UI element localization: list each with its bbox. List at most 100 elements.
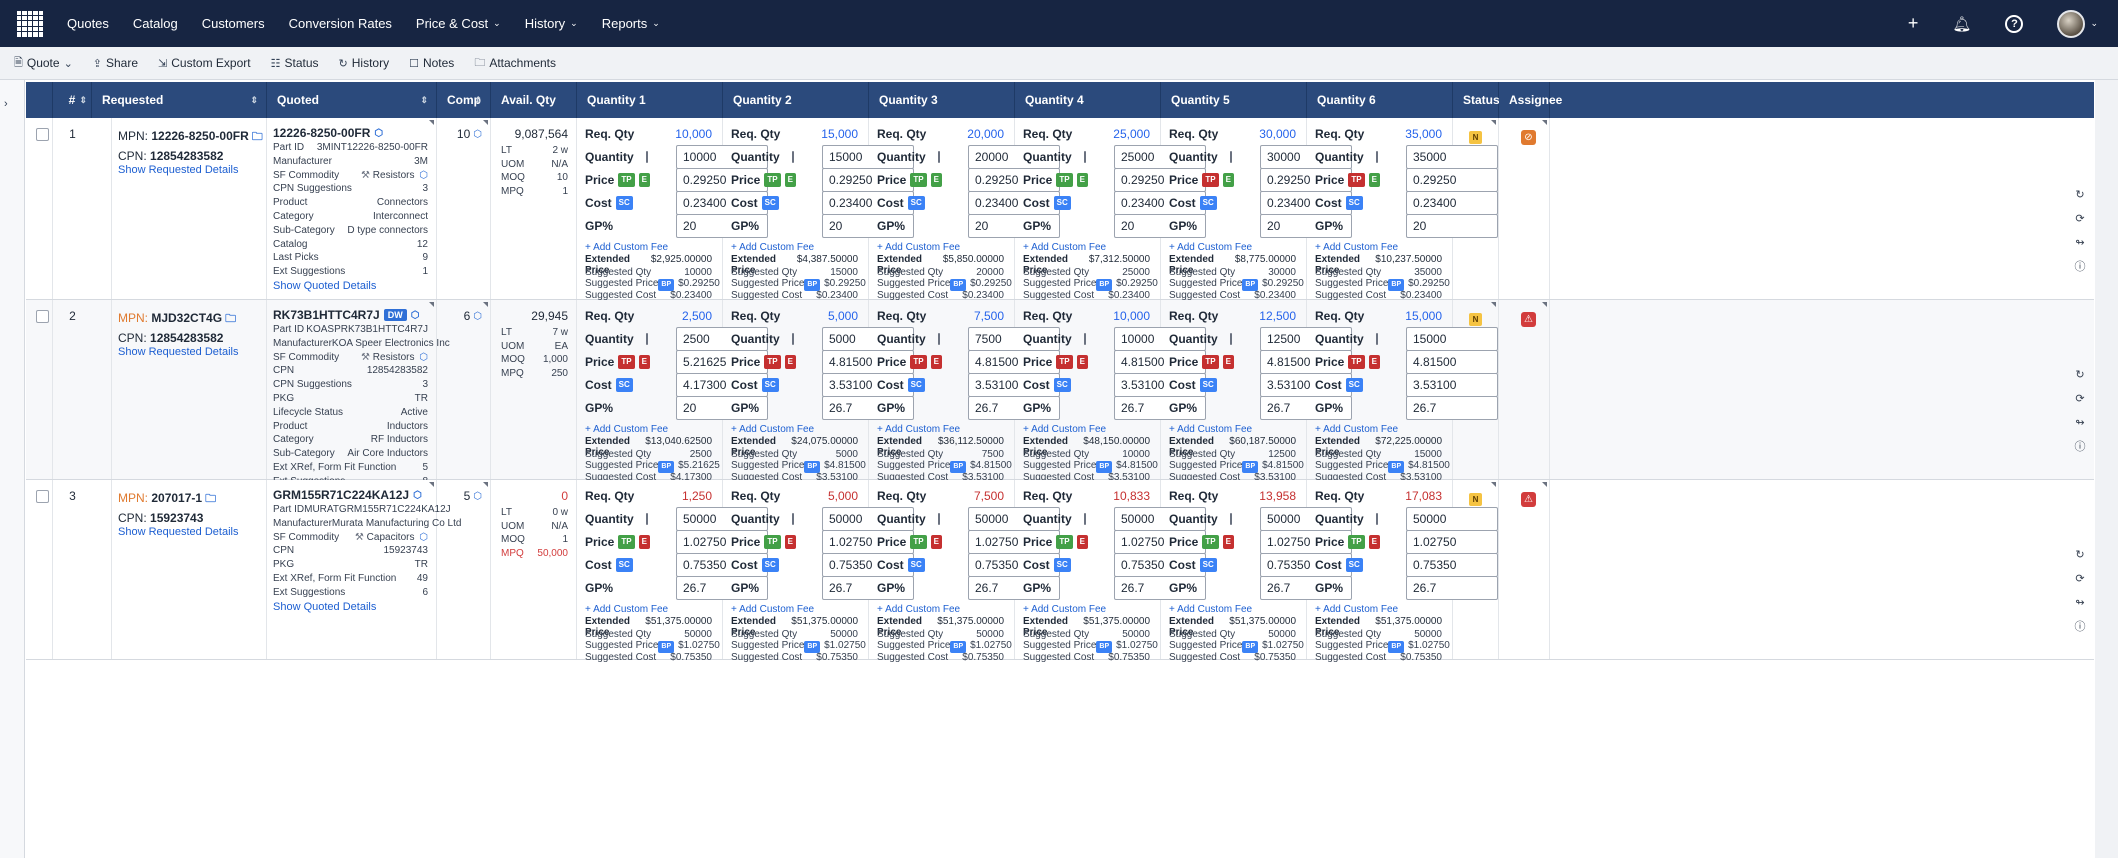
sc-tag[interactable]: SC xyxy=(907,196,925,210)
col-header-requested[interactable]: Requested ⇕ xyxy=(92,82,267,118)
quantity-checkbox[interactable] xyxy=(645,333,648,345)
quantity-checkbox[interactable] xyxy=(1083,513,1086,525)
gp-input[interactable]: 26.7 xyxy=(1260,576,1352,600)
cost-input[interactable]: 0.23400 xyxy=(1260,191,1352,215)
sc-tag[interactable]: SC xyxy=(1345,196,1363,210)
bp-tag[interactable]: BP xyxy=(1242,460,1259,473)
quantity-checkbox[interactable] xyxy=(1083,151,1086,163)
e-tag[interactable]: E xyxy=(930,355,942,369)
quantity-input[interactable]: 50000 xyxy=(1260,507,1352,531)
e-tag[interactable]: E xyxy=(1222,355,1234,369)
cost-input[interactable]: 3.53100 xyxy=(1260,373,1352,397)
comp-count[interactable]: 6 ⬡ xyxy=(464,309,482,323)
add-custom-fee-link[interactable]: + Add Custom Fee xyxy=(1169,242,1253,253)
gp-input[interactable]: 26.7 xyxy=(822,576,914,600)
price-input[interactable]: 1.02750 xyxy=(676,530,768,554)
price-input[interactable]: 0.29250 xyxy=(822,168,914,192)
cost-input[interactable]: 0.23400 xyxy=(968,191,1060,215)
add-custom-fee-link[interactable]: + Add Custom Fee xyxy=(1169,424,1253,435)
bp-tag[interactable]: BP xyxy=(1388,640,1405,653)
nav-item-conversion-rates[interactable]: Conversion Rates xyxy=(288,16,392,31)
refresh-icon[interactable]: ↻ xyxy=(2075,369,2085,381)
tp-tag[interactable]: TP xyxy=(1202,535,1219,549)
quoted-part-number[interactable]: 12226-8250-00FR xyxy=(273,126,371,140)
bell-icon[interactable]: 🔔︎ xyxy=(1952,15,1972,33)
quantity-checkbox[interactable] xyxy=(1375,151,1378,163)
quantity-checkbox[interactable] xyxy=(937,151,940,163)
col-header-quantity-5[interactable]: Quantity 5 xyxy=(1161,82,1307,118)
e-tag[interactable]: E xyxy=(1076,535,1088,549)
e-tag[interactable]: E xyxy=(638,355,650,369)
cost-input[interactable]: 0.75350 xyxy=(1114,553,1206,577)
info-icon[interactable]: ⓘ xyxy=(2074,441,2086,453)
cube-icon[interactable]: ⬡ xyxy=(416,351,428,363)
col-header-quantity-3[interactable]: Quantity 3 xyxy=(869,82,1015,118)
quantity-checkbox[interactable] xyxy=(645,151,648,163)
sc-tag[interactable]: SC xyxy=(1053,558,1071,572)
cube-icon[interactable]: ⬡ xyxy=(410,309,420,321)
info-icon[interactable]: ⓘ xyxy=(2074,261,2086,273)
tp-tag[interactable]: TP xyxy=(910,173,927,187)
gp-input[interactable]: 20 xyxy=(968,214,1060,238)
add-custom-fee-link[interactable]: + Add Custom Fee xyxy=(1315,604,1399,615)
add-custom-fee-link[interactable]: + Add Custom Fee xyxy=(585,604,669,615)
row-checkbox[interactable] xyxy=(36,490,49,503)
gp-input[interactable]: 26.7 xyxy=(1406,576,1498,600)
help-icon[interactable]: ? xyxy=(2005,14,2024,33)
comp-count[interactable]: 10 ⬡ xyxy=(457,127,482,141)
add-custom-fee-link[interactable]: + Add Custom Fee xyxy=(1315,242,1399,253)
sc-tag[interactable]: SC xyxy=(615,196,633,210)
add-custom-fee-link[interactable]: + Add Custom Fee xyxy=(731,424,815,435)
folder-icon[interactable]: 🗀︎ xyxy=(222,313,237,325)
cube-icon[interactable]: ⬡ xyxy=(416,531,428,543)
gp-input[interactable]: 26.7 xyxy=(968,576,1060,600)
forward-icon[interactable]: ↬ xyxy=(2075,237,2085,249)
show-requested-details-link[interactable]: Show Requested Details xyxy=(118,164,239,176)
sc-tag[interactable]: SC xyxy=(1053,378,1071,392)
row-checkbox[interactable] xyxy=(36,128,49,141)
tp-tag[interactable]: TP xyxy=(764,173,781,187)
e-tag[interactable]: E xyxy=(784,173,796,187)
bp-tag[interactable]: BP xyxy=(658,640,675,653)
bp-tag[interactable]: BP xyxy=(1242,278,1259,291)
e-tag[interactable]: E xyxy=(1368,535,1380,549)
bp-tag[interactable]: BP xyxy=(950,278,967,291)
e-tag[interactable]: E xyxy=(930,535,942,549)
quantity-checkbox[interactable] xyxy=(1229,333,1232,345)
sort-icon[interactable]: ⇕ xyxy=(420,94,428,105)
sc-tag[interactable]: SC xyxy=(761,558,779,572)
gp-input[interactable]: 20 xyxy=(676,396,768,420)
add-custom-fee-link[interactable]: + Add Custom Fee xyxy=(731,242,815,253)
col-header-status[interactable]: Status xyxy=(1453,82,1500,118)
user-menu[interactable]: ⌄ xyxy=(2057,9,2098,38)
cost-input[interactable]: 0.23400 xyxy=(1406,191,1498,215)
add-custom-fee-link[interactable]: + Add Custom Fee xyxy=(585,242,669,253)
tp-tag[interactable]: TP xyxy=(618,535,635,549)
nav-item-catalog[interactable]: Catalog xyxy=(132,16,178,31)
quantity-checkbox[interactable] xyxy=(937,333,940,345)
sc-tag[interactable]: SC xyxy=(1345,558,1363,572)
price-input[interactable]: 0.29250 xyxy=(676,168,768,192)
bp-tag[interactable]: BP xyxy=(1096,640,1113,653)
nav-item-history[interactable]: History ⌄ xyxy=(524,16,578,31)
e-tag[interactable]: E xyxy=(1076,173,1088,187)
tp-tag[interactable]: TP xyxy=(1056,535,1073,549)
comp-count[interactable]: 5 ⬡ xyxy=(464,489,482,503)
gp-input[interactable]: 26.7 xyxy=(1114,576,1206,600)
notes-button[interactable]: ☐ Notes xyxy=(409,56,455,70)
col-header-comp[interactable]: Comp ⇕ xyxy=(437,82,491,118)
sc-tag[interactable]: SC xyxy=(761,378,779,392)
e-tag[interactable]: E xyxy=(1222,535,1234,549)
quantity-input[interactable]: 20000 xyxy=(968,145,1060,169)
gp-input[interactable]: 26.7 xyxy=(1406,396,1498,420)
avatar[interactable] xyxy=(2057,9,2086,38)
bp-tag[interactable]: BP xyxy=(804,278,821,291)
tp-tag[interactable]: TP xyxy=(1348,173,1365,187)
add-custom-fee-link[interactable]: + Add Custom Fee xyxy=(585,424,669,435)
tp-tag[interactable]: TP xyxy=(764,355,781,369)
cube-icon[interactable]: ⬡ xyxy=(413,489,422,501)
attachments-button[interactable]: 🗀︎ Attachments xyxy=(474,54,556,73)
quantity-checkbox[interactable] xyxy=(1229,513,1232,525)
gp-input[interactable]: 20 xyxy=(1114,214,1206,238)
sc-tag[interactable]: SC xyxy=(1199,378,1217,392)
